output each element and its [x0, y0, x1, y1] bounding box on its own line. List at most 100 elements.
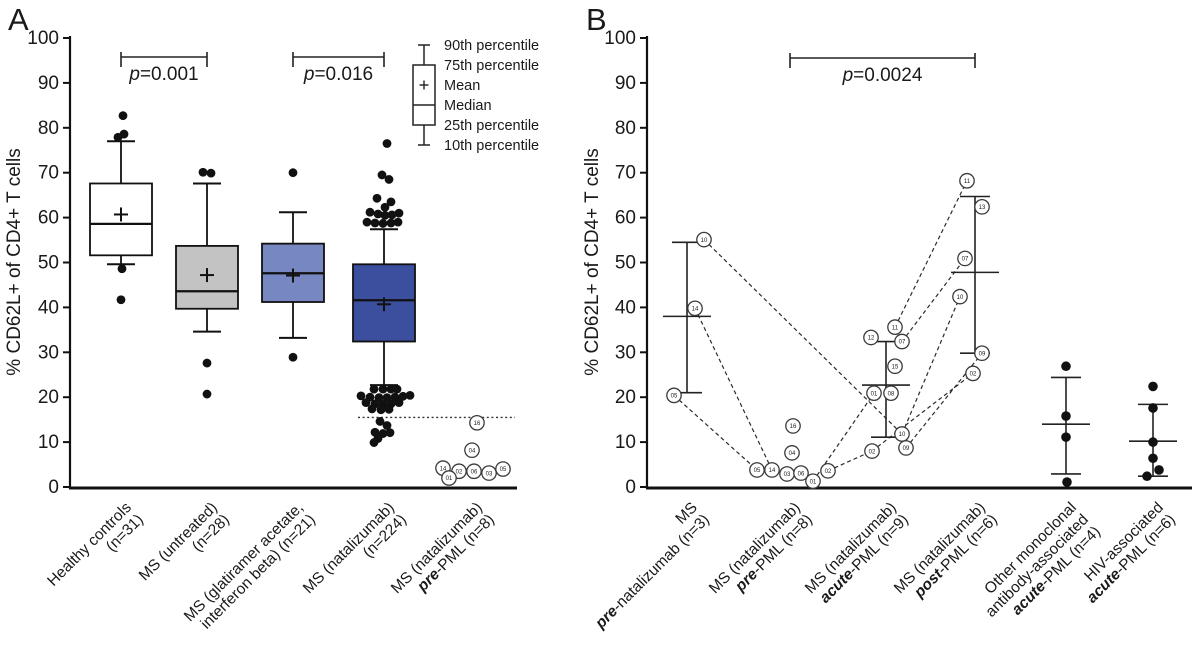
outlier-dot [377, 170, 387, 180]
legend-entry: 75th percentile [444, 58, 539, 74]
p-value-label: p=0.0024 [842, 65, 923, 86]
outlier-dot [362, 217, 372, 227]
legend: 90th percentile 75th percentile Mean Median… [412, 38, 539, 154]
patient-id-label: 11 [892, 325, 899, 331]
box-plot-group [352, 139, 416, 447]
p-value-label: p=0.001 [128, 64, 198, 85]
y-tick-label: 70 [38, 163, 59, 184]
outlier-dot [387, 210, 397, 220]
data-dot [1148, 403, 1158, 413]
patient-id-label: 03 [486, 471, 493, 477]
patient-point: 14 [687, 300, 703, 317]
outlier-dot [386, 218, 396, 228]
outlier-dot [380, 202, 390, 212]
patient-point: 09 [898, 440, 914, 456]
outlier-dot [202, 389, 212, 399]
data-dot [1148, 453, 1158, 464]
patient-connection-line [894, 180, 968, 328]
outlier-dot [394, 208, 404, 218]
patient-point: 01 [866, 385, 882, 402]
patient-circle [785, 418, 801, 434]
patient-point: 11 [959, 172, 975, 189]
patient-circle [894, 333, 910, 350]
y-tick-label: 60 [615, 208, 636, 229]
y-tick-label: 90 [38, 73, 59, 94]
patient-id-label: 15 [892, 364, 899, 370]
y-tick-label: 80 [38, 118, 59, 139]
patient-id-label: 07 [962, 257, 969, 263]
outlier-dot [378, 384, 388, 394]
patient-circle [965, 365, 981, 382]
y-tick-label: 10 [38, 432, 59, 453]
outlier-dot [369, 384, 379, 394]
patient-point: 06 [466, 463, 482, 480]
category-label: MS (natalizumab)(n=224) [300, 499, 410, 597]
patient-point: 15 [887, 358, 903, 375]
outlier-dot [118, 111, 128, 121]
patient-circle [974, 198, 990, 215]
patient-point: 03 [481, 465, 497, 481]
patient-circle [883, 385, 899, 402]
patient-id-label: 08 [888, 391, 895, 397]
patient-connection-line [694, 308, 773, 471]
panel-a-label: A [8, 2, 29, 37]
patient-id-label: 03 [784, 472, 791, 478]
patient-circle [687, 300, 703, 317]
outlier-dot [367, 404, 377, 414]
scatter-group: 11 12 07 15 01 08 10 09 02 [862, 319, 914, 459]
legend-entry: 10th percentile [444, 138, 539, 154]
patient-point: 14 [764, 462, 780, 478]
patient-id-label: 01 [446, 476, 453, 482]
patient-point: 13 [974, 198, 990, 215]
p-value-label: p=0.016 [303, 64, 373, 85]
patient-id-label: 14 [440, 466, 447, 472]
outlier-dot [369, 438, 379, 447]
outlier-dot [382, 393, 392, 403]
patient-point: 11 [887, 319, 903, 336]
outlier-dot [361, 398, 371, 407]
outlier-dot [392, 384, 402, 394]
outlier-dot [113, 132, 123, 142]
outlier-dot [382, 421, 392, 430]
patient-point: 09 [974, 345, 990, 362]
y-tick-label: 100 [604, 28, 636, 49]
outlier-dot [384, 175, 394, 184]
outlier-dot [378, 219, 388, 228]
significance-bracket: p=0.0024 [789, 53, 976, 86]
outlier-dot [288, 168, 298, 178]
outlier-dot [117, 264, 127, 274]
patient-point: 01 [441, 470, 457, 486]
patient-id-label: 10 [899, 432, 906, 438]
patient-id-label: 05 [671, 394, 678, 400]
patient-id-label: 16 [474, 421, 481, 427]
patient-circle [481, 465, 497, 481]
y-tick-label: 70 [615, 163, 636, 184]
patient-point: 12 [863, 329, 879, 346]
data-dot [1061, 432, 1071, 442]
outlier-dot [202, 358, 212, 368]
legend-entry: Median [444, 98, 492, 114]
box-plot-group [261, 168, 325, 362]
y-tick-label: 90 [615, 73, 636, 94]
patient-id-label: 12 [868, 336, 875, 342]
data-dot [1062, 477, 1072, 487]
outlier-dot [405, 391, 415, 400]
y-tick-label: 10 [615, 432, 636, 453]
outlier-dot [380, 210, 390, 220]
patient-circle [466, 463, 482, 480]
patient-circle [974, 345, 990, 362]
y-tick-label: 40 [38, 297, 59, 318]
y-tick-label: 50 [38, 253, 59, 274]
y-tick-label: 80 [615, 118, 636, 139]
y-tick-label: 20 [615, 387, 636, 408]
patient-point: 02 [820, 462, 836, 479]
y-tick-label: 30 [38, 342, 59, 363]
outlier-dot [375, 417, 385, 426]
patient-circle [784, 445, 800, 461]
